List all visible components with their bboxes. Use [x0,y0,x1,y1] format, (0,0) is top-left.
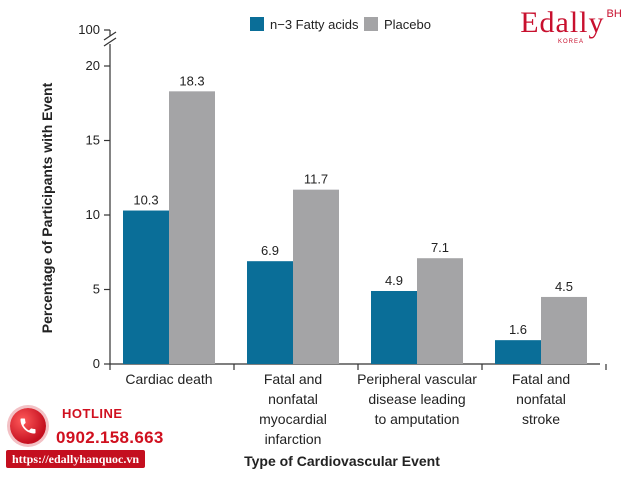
x-category-label: to amputation [375,411,460,427]
data-label: 7.1 [431,240,449,255]
phone-icon [10,408,46,444]
data-label: 4.9 [385,273,403,288]
x-category-label: Fatal and [512,371,570,387]
bar [495,340,541,364]
axis-break-mark [103,31,117,41]
hotline-number[interactable]: 0902.158.663 [56,428,164,447]
bar [417,258,463,364]
data-label: 6.9 [261,243,279,258]
brand-logo: Edally BH KOREA [510,6,632,46]
x-category-label: Peripheral vascular [357,371,477,387]
x-category-label: Fatal and [264,371,322,387]
bar [169,91,215,364]
x-axis-title: Type of Cardiovascular Event [244,453,440,469]
bar [293,189,339,364]
x-category-label: Cardiac death [125,371,212,387]
hotline-block: HOTLINE 0902.158.663 https://edallyhanqu… [4,404,204,470]
legend-label: n−3 Fatty acids [270,17,359,32]
bar [123,210,169,364]
brand-superscript: BH [606,8,622,20]
x-category-label: stroke [522,411,560,427]
y-tick-label: 20 [86,58,100,73]
data-label: 10.3 [133,193,158,208]
y-tick-label: 15 [86,133,100,148]
x-category-label: infarction [265,431,322,447]
bar [371,290,417,364]
y-tick-label: 10 [86,207,100,222]
y-tick-label: 5 [93,282,100,297]
x-category-label: nonfatal [516,391,566,407]
axis-break-mark [103,37,117,47]
legend-label: Placebo [384,17,431,32]
y-tick-label: 0 [93,356,100,371]
y-tick-label: 100 [78,22,100,37]
bar [247,261,293,364]
y-axis-title: Percentage of Participants with Event [39,82,55,333]
data-label: 11.7 [304,172,328,187]
legend-swatch [364,17,378,31]
bar [541,296,587,364]
data-label: 1.6 [509,322,527,337]
x-category-label: myocardial [259,411,327,427]
brand-tagline: KOREA [557,39,584,45]
x-category-label: disease leading [368,391,465,407]
brand-name: Edally [520,6,605,39]
hotline-label: HOTLINE [62,406,123,421]
legend-swatch [250,17,264,31]
website-link[interactable]: https://edallyhanquoc.vn [6,450,146,468]
data-label: 18.3 [179,73,204,88]
x-category-label: nonfatal [268,391,318,407]
data-label: 4.5 [555,279,573,294]
